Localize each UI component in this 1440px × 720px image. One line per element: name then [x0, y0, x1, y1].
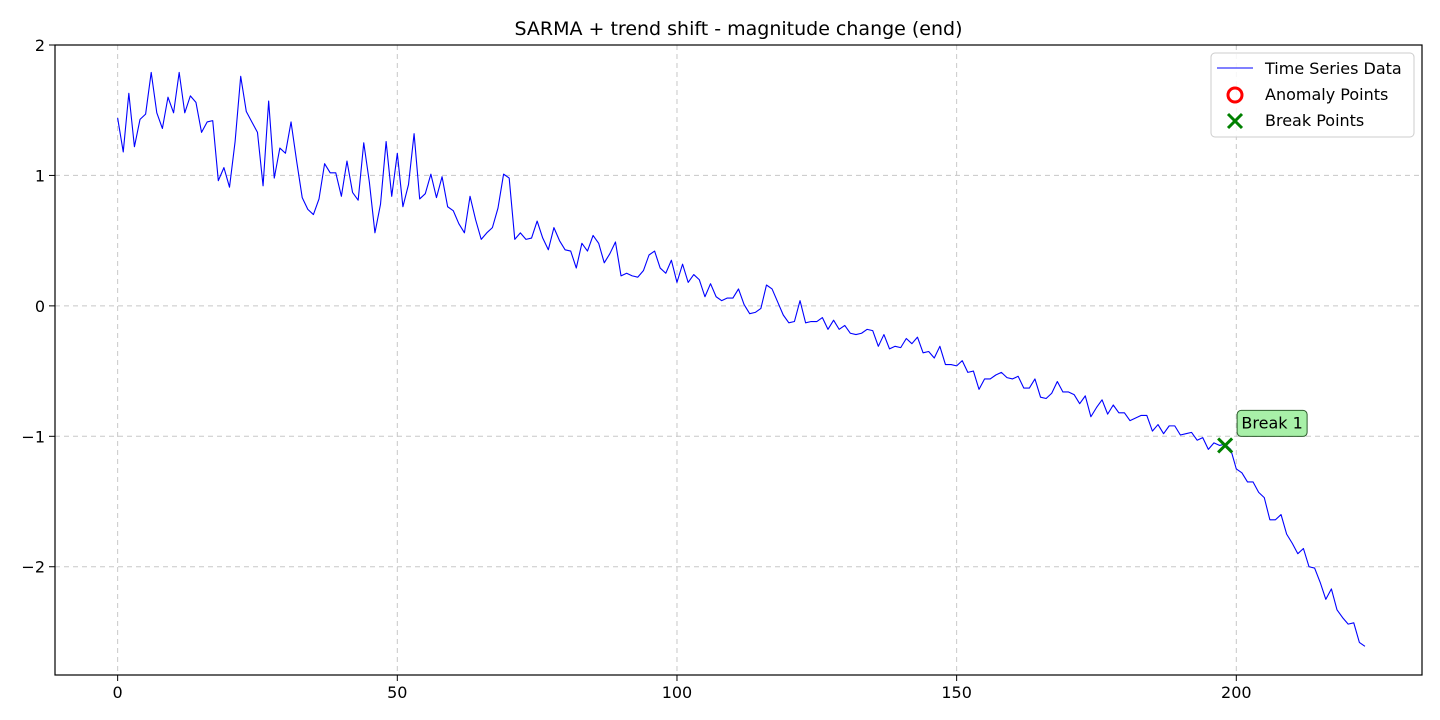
y-tick-label: −1 — [21, 427, 45, 446]
x-tick-label: 50 — [387, 683, 407, 702]
y-tick-label: 0 — [35, 297, 45, 316]
y-tick-label: 1 — [35, 166, 45, 185]
y-tick-label: 2 — [35, 36, 45, 55]
series-layer — [117, 71, 1366, 647]
break-marker-stroke — [1217, 437, 1234, 454]
x-tick-label: 200 — [1221, 683, 1252, 702]
legend-x-swatch — [1226, 112, 1244, 130]
break-markers: Break 1 — [1217, 409, 1308, 454]
legend-circle-swatch — [1226, 86, 1244, 104]
legend-box — [1210, 52, 1415, 138]
legend-label-break: Break Points — [1265, 111, 1364, 130]
x-tick-label: 100 — [662, 683, 693, 702]
legend-label-series: Time Series Data — [1264, 59, 1402, 78]
x-tick-label: 0 — [113, 683, 123, 702]
legend: Time Series Data Anomaly Points Break Poin… — [1210, 52, 1415, 138]
legend-label-anomaly: Anomaly Points — [1265, 85, 1388, 104]
plot-frame — [54, 44, 1423, 676]
break-annotation-box — [1236, 409, 1308, 437]
chart-title: SARMA + trend shift - magnitude change (… — [514, 18, 962, 40]
x-tick-label: 150 — [941, 683, 972, 702]
y-tick-label: −2 — [21, 558, 45, 577]
axis-ticks: 0 50 100 150 200 −2 −1 0 1 2 — [21, 36, 1251, 702]
break-point-marker: Break 1 — [1217, 409, 1308, 454]
series-line — [117, 71, 1366, 647]
break-annotation-label: Break 1 — [1241, 413, 1302, 432]
